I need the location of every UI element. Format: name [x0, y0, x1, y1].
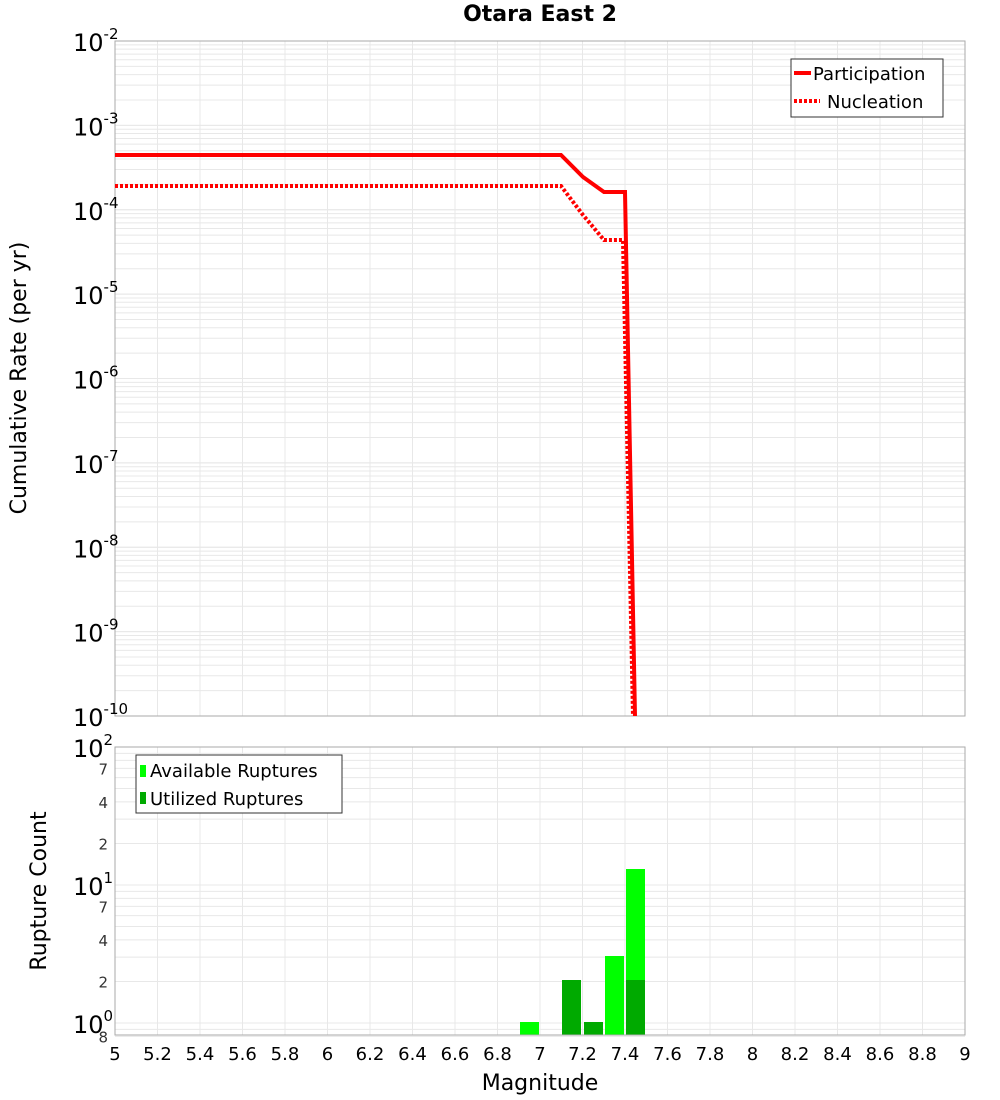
- legend-participation-label: Participation: [813, 64, 925, 85]
- x-tick-label: 6: [322, 1044, 333, 1065]
- y-tick-label: 10-6: [73, 363, 119, 395]
- y-minor-tick-label: 4: [98, 932, 108, 950]
- x-tick-label: 7.8: [696, 1044, 725, 1065]
- legend-nucleation-label: Nucleation: [827, 92, 923, 113]
- y-tick-label: 10-8: [73, 531, 119, 563]
- x-axis-label: Magnitude: [482, 1071, 599, 1096]
- bar-available-7.35: [605, 956, 624, 1035]
- x-tick-label: 8: [747, 1044, 758, 1065]
- x-tick-label: 7.2: [568, 1044, 597, 1065]
- top-grid: [114, 40, 966, 717]
- y-tick-label: 10-3: [73, 109, 119, 141]
- x-tick-label: 6.8: [483, 1044, 512, 1065]
- y-tick-label: 10-9: [73, 616, 119, 648]
- y-tick-label: 100: [73, 1007, 113, 1039]
- x-tick-label: 7.6: [653, 1044, 682, 1065]
- x-tick-label: 6.2: [356, 1044, 385, 1065]
- y-minor-tick-label: 8: [98, 1028, 108, 1046]
- x-tick-label: 7.4: [611, 1044, 640, 1065]
- top-legend: Participation Nucleation: [790, 58, 944, 118]
- top-y-axis-label: Cumulative Rate (per yr): [7, 242, 32, 515]
- bottom-y-axis-ticks: 102 101 100 7 4 2 7 4 2 8: [73, 731, 113, 1046]
- x-tick-label: 8.4: [823, 1044, 852, 1065]
- x-tick-label: 8.2: [781, 1044, 810, 1065]
- legend-available-label: Available Ruptures: [150, 761, 318, 782]
- x-tick-label: 6.6: [441, 1044, 470, 1065]
- y-tick-label: 10-7: [73, 447, 119, 479]
- y-tick-label: 102: [73, 731, 113, 763]
- x-tick-label: 7: [534, 1044, 545, 1065]
- y-tick-label: 10-10: [73, 700, 128, 732]
- legend-utilized-label: Utilized Ruptures: [150, 789, 303, 810]
- bar-available-6.95: [520, 1022, 539, 1035]
- y-tick-label: 101: [73, 869, 113, 901]
- y-minor-tick-label: 7: [98, 898, 108, 916]
- y-minor-tick-label: 2: [98, 835, 108, 853]
- x-tick-label: 5.2: [143, 1044, 172, 1065]
- y-minor-tick-label: 4: [98, 794, 108, 812]
- bars: [520, 869, 645, 1035]
- bar-utilized-7.25: [584, 1022, 603, 1035]
- x-tick-label: 5.4: [186, 1044, 215, 1065]
- y-tick-label: 10-5: [73, 278, 119, 310]
- top-y-axis-ticks: 10-2 10-3 10-4 10-5 10-6 10-7 10-8 10-9 10-10: [73, 25, 128, 732]
- bottom-y-axis-label: Rupture Count: [27, 811, 52, 971]
- x-axis-ticks: 5 5.2 5.4 5.6 5.8 6 6.2 6.4 6.6 6.8 7 7.2 7.4 7.6 7.8 8…: [109, 1044, 970, 1065]
- bottom-plot: 102 101 100 7 4 2 7 4 2 8 5 5.2 5.4 5.6 5.8 6 6.2 6.4 6.6…: [27, 731, 971, 1096]
- x-tick-label: 5.8: [271, 1044, 300, 1065]
- y-minor-tick-label: 7: [98, 760, 108, 778]
- x-tick-label: 5.6: [228, 1044, 257, 1065]
- y-tick-label: 10-2: [73, 25, 119, 57]
- chart-title: Otara East 2: [463, 2, 617, 27]
- y-minor-tick-label: 2: [98, 973, 108, 991]
- x-tick-label: 9: [959, 1044, 970, 1065]
- x-tick-label: 6.4: [398, 1044, 427, 1065]
- participation-line: [115, 153, 637, 717]
- y-tick-label: 10-4: [73, 194, 119, 226]
- bar-utilized-7.45: [626, 980, 645, 1035]
- x-tick-label: 5: [109, 1044, 120, 1065]
- top-plot: 10-2 10-3 10-4 10-5 10-6 10-7 10-8 10-9 10-10 Cu…: [7, 25, 966, 732]
- x-tick-label: 8.6: [866, 1044, 895, 1065]
- bar-utilized-7.15: [562, 980, 581, 1035]
- bottom-legend: Available Ruptures Utilized Ruptures: [135, 754, 343, 814]
- nucleation-line: [115, 184, 635, 717]
- x-tick-label: 8.8: [908, 1044, 937, 1065]
